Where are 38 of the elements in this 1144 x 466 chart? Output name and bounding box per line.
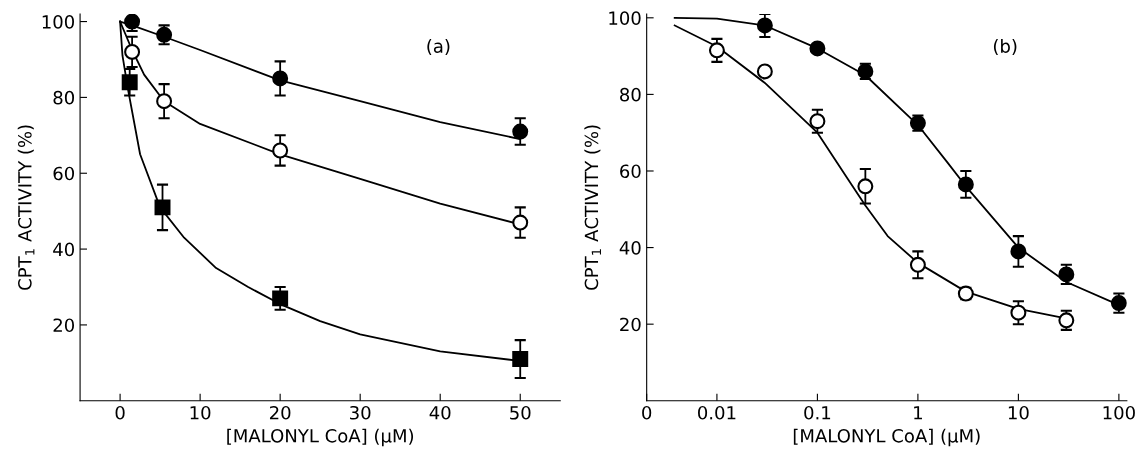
y-tick-label: 60 [53, 166, 75, 181]
y-tick-label: 80 [620, 87, 641, 102]
x-tick-label: 30 [350, 405, 371, 420]
x-axis-title: [MALONYL CoA] (μM) [793, 428, 980, 447]
annotation: (a) [427, 38, 450, 56]
point [154, 199, 171, 216]
x-tick-label: 10 [190, 405, 211, 420]
point [156, 93, 173, 110]
x-tick-label: 0.01 [698, 405, 736, 420]
y-tick-label: 80 [53, 90, 75, 105]
x-tick-label: 0.1 [804, 405, 831, 420]
y-tick-label: 20 [53, 318, 75, 333]
x-tick-label: 1 [914, 406, 922, 420]
x-tick-label: 40 [429, 405, 451, 420]
point [272, 70, 289, 87]
x-tick-label: 10 [1008, 405, 1029, 420]
y-axis-title: CPT$_{1}$ ACTIVITY (%) [584, 125, 601, 290]
point [272, 142, 289, 159]
y-tick-label: 100 [42, 15, 75, 29]
x-axis-title: [MALONYL CoA] (μM) [227, 428, 414, 447]
x-tick-label: 20 [269, 405, 291, 420]
y-tick-label: 40 [53, 242, 75, 257]
y-tick-label: 60 [620, 164, 641, 179]
point [512, 214, 529, 231]
y-tick-label: 20 [620, 317, 641, 332]
annotation: (b) [993, 38, 1017, 56]
y-tick-label: 40 [619, 241, 641, 255]
x-tick-label: 50 [510, 405, 531, 420]
point [272, 290, 289, 307]
point [124, 43, 141, 60]
point [121, 74, 138, 91]
y-axis-title: CPT$_{1}$ ACTIVITY (%) [17, 125, 35, 290]
point [512, 351, 529, 368]
x-tick-label: 0 [642, 405, 652, 420]
x-tick-label: 100 [1103, 405, 1135, 420]
x-tick-label: 0 [115, 405, 125, 420]
point [512, 123, 529, 140]
y-tick-label: 100 [609, 11, 641, 25]
